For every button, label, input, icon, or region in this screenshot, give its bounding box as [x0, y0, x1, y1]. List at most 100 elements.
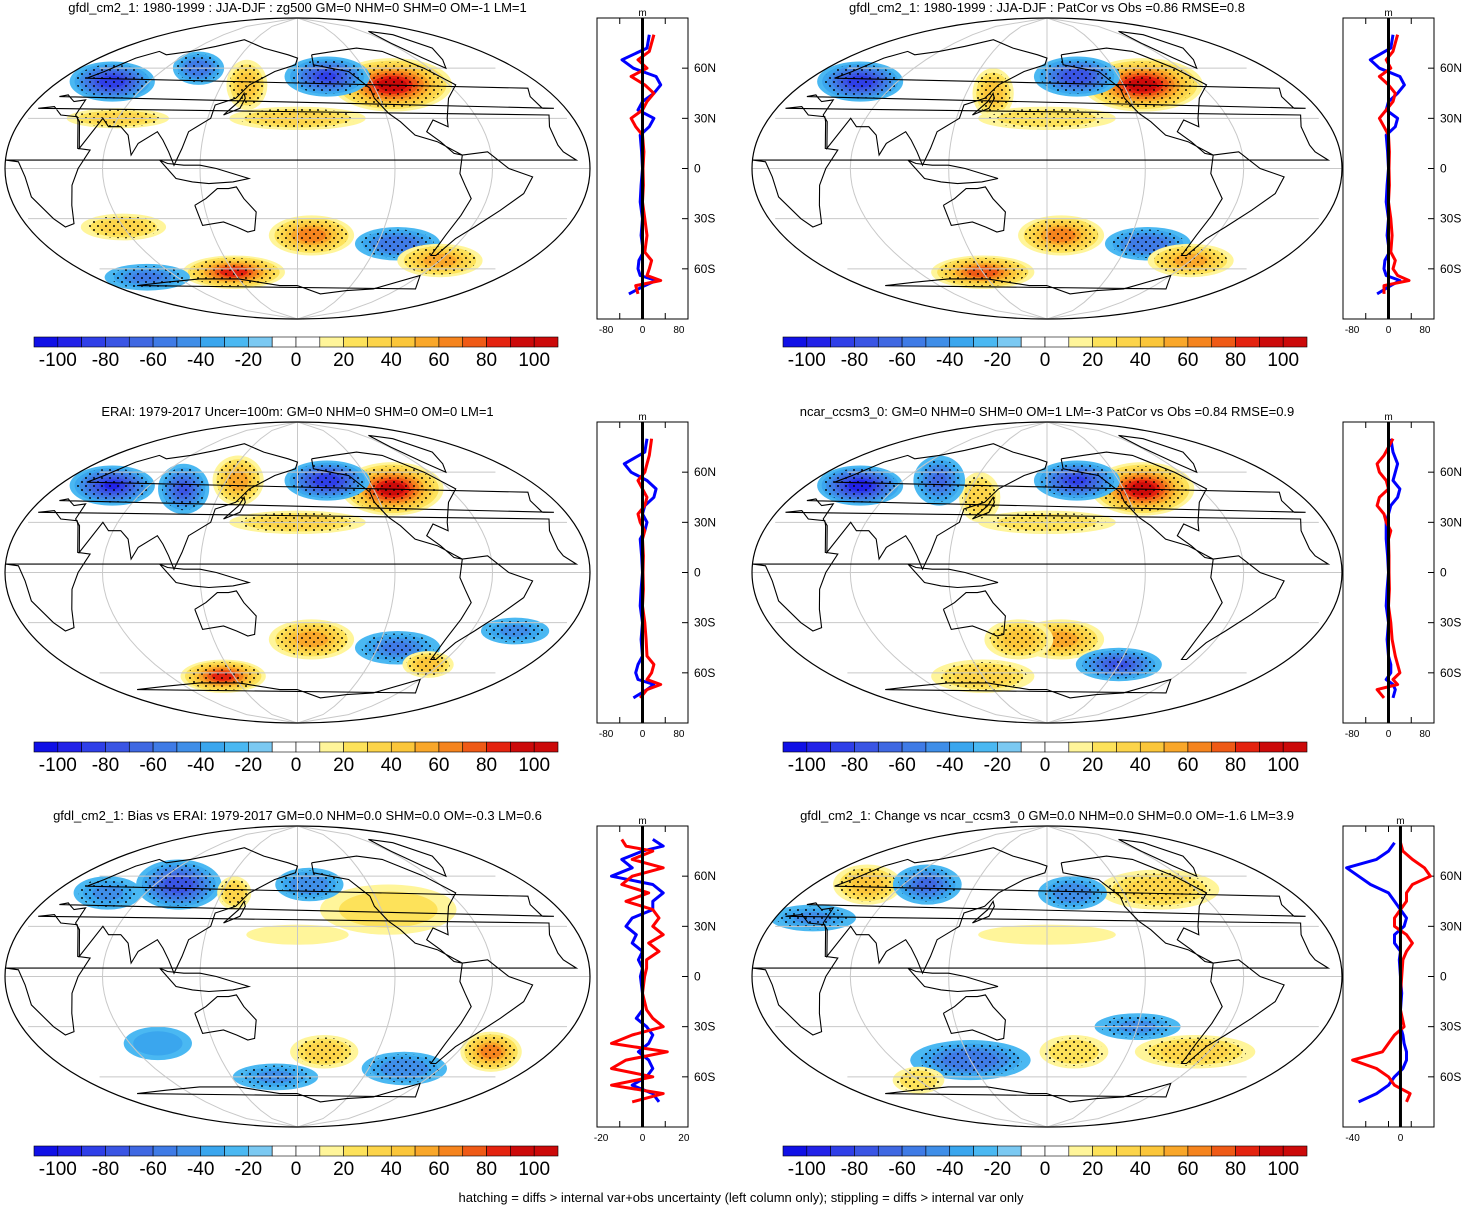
colorbar-tick-label: 60 — [428, 350, 449, 371]
longitude-line — [1046, 18, 1146, 319]
colorbar-tick-label: -100 — [39, 1159, 77, 1180]
stippling — [406, 653, 450, 676]
coastline-africa — [752, 106, 1331, 228]
zonal-profile: m -20 0 20 60N 30N 0 30S 60S — [594, 816, 716, 1144]
colorbar-box — [533, 1145, 559, 1157]
stippling — [229, 63, 265, 107]
anomaly-positive — [180, 659, 266, 693]
stippling — [1024, 218, 1098, 253]
colorbar-box — [973, 1145, 998, 1157]
colorbar-box — [854, 741, 879, 753]
anomaly-positive — [1039, 1035, 1109, 1069]
stippling — [186, 661, 260, 691]
longitude-line — [199, 18, 298, 319]
zonal-lat-label: 30S — [1440, 212, 1461, 226]
coastline-indonesia — [159, 967, 252, 993]
colorbar-box — [1282, 1145, 1308, 1157]
zonal-x-tick-label: -80 — [599, 325, 614, 336]
stippling — [1044, 1037, 1104, 1066]
coastline-japan — [972, 899, 995, 924]
anomaly-negative — [104, 263, 190, 291]
anomaly-negative — [913, 455, 966, 506]
colorbar-box — [1163, 336, 1189, 348]
zonal-x-tick-label: -80 — [1345, 729, 1360, 740]
longitude-line — [849, 826, 1048, 1127]
panel-4: ncar_ccsm3_0: GM=0 NHM=0 SHM=0 OM=1 LM=-… — [751, 404, 1462, 776]
coastline-africa — [752, 914, 1331, 1036]
stippling — [823, 64, 897, 99]
colorbar-box — [367, 336, 392, 348]
graticule — [752, 422, 1342, 723]
colorbar-box — [438, 336, 464, 348]
colorbar-tick-label: -40 — [187, 755, 214, 776]
zonal-x-tick-label: -40 — [1345, 1133, 1360, 1144]
zonal-profile: m -80 0 80 60N 30N 0 30S 60S — [1342, 8, 1462, 336]
colorbar-tick-label: -40 — [187, 350, 214, 371]
colorbar-box — [57, 741, 82, 753]
zonal-x-tick-label: 0 — [640, 325, 646, 336]
zonal-lat-label: 30N — [694, 919, 716, 933]
colorbar-box — [830, 741, 855, 753]
coastline-japan — [972, 495, 995, 520]
longitude-line — [297, 826, 396, 1127]
zonal-lat-label: 30N — [694, 111, 716, 125]
graticule — [5, 422, 590, 723]
colorbar-box — [200, 741, 225, 753]
colorbar-box — [176, 336, 202, 348]
colorbar-box — [782, 1145, 808, 1157]
zonal-x-tick-label: 0 — [1386, 325, 1392, 336]
zonal-lat-label: 30S — [1440, 616, 1461, 630]
zonal-x-tick-label: 80 — [673, 729, 685, 740]
colorbar-box — [176, 1145, 202, 1157]
panel-title: ncar_ccsm3_0: GM=0 NHM=0 SHM=0 OM=1 LM=-… — [800, 404, 1295, 419]
colorbar-box — [925, 336, 951, 348]
colorbar-tick-label: 80 — [1225, 350, 1246, 371]
colorbar-tick-label: -100 — [788, 755, 826, 776]
longitude-line — [199, 422, 298, 723]
coastline-antarctica — [137, 274, 421, 295]
anomaly-positive — [1134, 1035, 1256, 1069]
coastline-south-america — [429, 555, 534, 661]
colorbar-tick-label: -80 — [92, 1159, 119, 1180]
panel-5: gfdl_cm2_1: Bias vs ERAI: 1979-2017 GM=0… — [4, 808, 716, 1180]
coastline-eurasia — [806, 847, 1306, 975]
colorbar-box — [248, 336, 273, 348]
zonal-lat-label: 60N — [694, 465, 716, 479]
stippling — [295, 1037, 354, 1066]
panel-title: ERAI: 1979-2017 Uncer=100m: GM=0 NHM=0 S… — [101, 404, 493, 419]
anomaly-negative — [817, 465, 904, 506]
colorbar-tick-label: 100 — [518, 1159, 550, 1180]
stippling — [275, 622, 348, 657]
colorbar-tick-label: 0 — [1040, 1159, 1051, 1180]
longitude-line — [297, 826, 494, 1127]
colorbar-tick-label: 20 — [1082, 755, 1103, 776]
zonal-x-tick-label: 0 — [1398, 1133, 1404, 1144]
colorbar-tick-label: -40 — [936, 350, 963, 371]
zonal-lat-label: 60N — [1440, 61, 1462, 75]
colorbar-box — [1044, 1145, 1070, 1157]
zonal-lat-label: 0 — [1440, 566, 1447, 580]
colorbar-box — [1092, 336, 1117, 348]
anomaly-negative — [1038, 876, 1107, 910]
colorbar-box — [877, 336, 903, 348]
coastline-indonesia — [907, 967, 999, 993]
map-body — [5, 18, 590, 319]
anomaly-negative — [275, 867, 344, 902]
colorbar-box — [1116, 1145, 1141, 1157]
colorbar-box — [438, 741, 464, 753]
coastline-south-america — [429, 151, 534, 257]
zonal-lat-label: 60S — [694, 666, 715, 680]
anomaly-negative — [69, 465, 155, 506]
colorbar-tick-label: -100 — [39, 350, 77, 371]
colorbar-tick-label: -80 — [92, 350, 119, 371]
graticule — [752, 18, 1342, 319]
coastline-eurasia — [806, 39, 1306, 167]
colorbar-box — [390, 336, 416, 348]
coastline-greenland — [1118, 434, 1198, 474]
colorbar-tick-label: 100 — [1267, 350, 1299, 371]
colorbar-box — [1092, 1145, 1117, 1157]
stippling — [776, 906, 850, 930]
stippling — [111, 265, 184, 289]
anomaly-negative — [158, 463, 210, 514]
longitude-line — [101, 826, 298, 1127]
